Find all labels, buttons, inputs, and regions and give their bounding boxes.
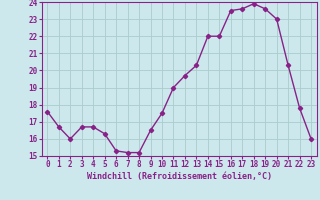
- X-axis label: Windchill (Refroidissement éolien,°C): Windchill (Refroidissement éolien,°C): [87, 172, 272, 181]
